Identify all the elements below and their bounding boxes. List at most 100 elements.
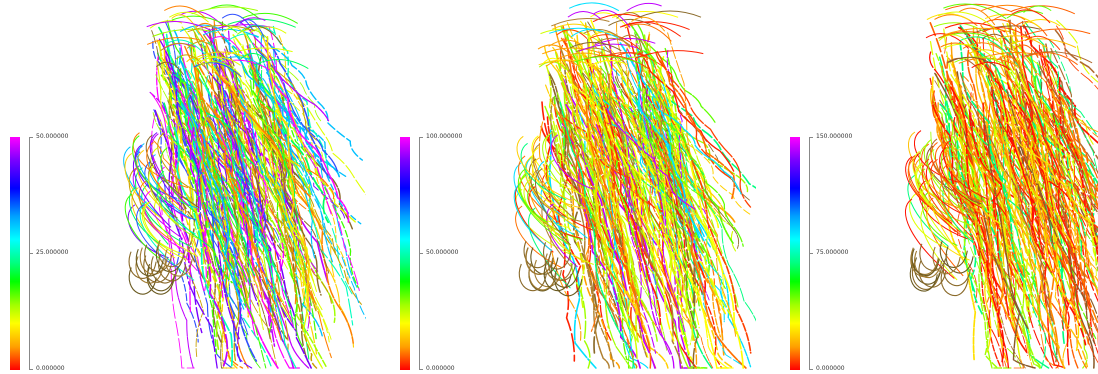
hair-wisp <box>938 31 994 39</box>
hair-wisp <box>1013 44 1039 58</box>
hair-loop <box>548 253 577 281</box>
hair-wisp <box>567 10 601 19</box>
hair-strand <box>651 71 727 218</box>
hair-strand <box>552 46 600 156</box>
hair-strand <box>1048 65 1098 138</box>
hair-strand <box>259 32 336 282</box>
hair-strand <box>200 133 244 369</box>
hair-strand <box>643 50 705 175</box>
hair-curl <box>156 174 196 235</box>
hair-strand <box>590 19 684 312</box>
hair-wisp <box>608 18 651 27</box>
hair-curl <box>157 166 190 220</box>
hair-strand <box>556 60 658 190</box>
hair-strand <box>191 139 246 307</box>
hair-strand <box>545 64 586 310</box>
hair-strand <box>1022 24 1098 144</box>
hair-loop <box>147 263 176 292</box>
hair-strand <box>968 52 1060 349</box>
hair-strand <box>270 45 363 161</box>
hair-loop <box>909 264 938 292</box>
hair-strand <box>214 97 295 331</box>
hair-loop <box>528 262 557 291</box>
hair-strand <box>1028 103 1098 355</box>
hair-strand <box>959 72 1030 231</box>
hair-strand <box>620 122 694 341</box>
hair-curl <box>927 173 957 250</box>
hair-curl <box>148 163 179 225</box>
hair-wisp <box>631 16 666 32</box>
hair-strand <box>1011 125 1098 243</box>
hair-wisp <box>973 25 1041 34</box>
hair-strand <box>173 126 234 369</box>
hair-strands-group <box>513 2 756 369</box>
hair-wisp <box>1006 10 1044 19</box>
hair-strand <box>1002 22 1095 262</box>
hair-strand <box>189 86 281 246</box>
hair-strand <box>194 31 256 145</box>
hair-strand <box>564 30 637 128</box>
hair-strand <box>619 42 701 239</box>
hair-strand <box>649 120 747 369</box>
hair-wisp <box>569 41 622 52</box>
hair-strand <box>168 89 224 343</box>
hair-strand <box>240 112 295 330</box>
hair-strand <box>267 58 327 168</box>
hair-curl <box>160 147 197 214</box>
hair-curl <box>157 170 213 249</box>
hair-curl <box>124 193 162 261</box>
hair-curl <box>918 180 968 240</box>
hair-curl <box>156 178 201 241</box>
hair-wisp <box>175 54 204 67</box>
hair-strand <box>186 92 222 190</box>
hair-strand <box>1019 26 1076 250</box>
hair-strand <box>943 28 1029 307</box>
hair-wisp <box>1023 28 1091 36</box>
hair-wisp <box>221 13 254 31</box>
hair-curl <box>519 172 564 235</box>
hair-wisp <box>954 56 1006 66</box>
hair-curl <box>939 147 983 209</box>
hair-curl <box>531 135 584 196</box>
colorbar-tick-mid <box>419 253 423 254</box>
hair-wisp <box>996 55 1023 70</box>
hair-strand <box>548 72 633 276</box>
hair-strand <box>205 45 271 208</box>
hair-wisp <box>575 47 626 64</box>
hair-strand <box>588 36 675 342</box>
hair-strand <box>1043 102 1098 364</box>
hair-strand <box>225 50 282 191</box>
hair-wisp <box>994 35 1048 49</box>
colorbar-min-label: 0.000000 <box>816 365 845 372</box>
hair-strand <box>238 88 310 310</box>
hair-wisp <box>208 4 260 19</box>
hair-curl <box>914 162 958 230</box>
hair-wisp <box>573 55 641 65</box>
hair-wisp <box>947 56 997 67</box>
hair-wisp <box>209 36 243 55</box>
hair-strand <box>610 105 684 369</box>
hair-strand <box>606 107 696 210</box>
hair-strand <box>261 127 304 349</box>
hair-strand <box>982 57 1061 271</box>
hair-wisp <box>179 24 222 33</box>
colorbar-tick-mid <box>809 253 813 254</box>
hair-wisp <box>198 56 241 66</box>
hair-strand <box>546 116 582 297</box>
hair-strand <box>266 36 311 312</box>
hair-loop <box>940 268 969 297</box>
hair-strand <box>1056 25 1098 90</box>
hair-wisp <box>194 51 247 59</box>
hair-strand <box>581 72 651 267</box>
hair-wisp <box>186 41 212 49</box>
hair-strand <box>184 45 250 205</box>
hair-strand <box>1006 89 1096 345</box>
hair-strand <box>1039 66 1098 215</box>
hair-strand <box>610 93 682 269</box>
hair-strand <box>1050 50 1098 254</box>
hair-curl <box>158 190 198 272</box>
hair-strand <box>1024 21 1098 138</box>
colorbar-mid-label: 50.000000 <box>426 249 459 256</box>
hair-strand <box>555 124 638 341</box>
hair-curl <box>143 201 187 260</box>
